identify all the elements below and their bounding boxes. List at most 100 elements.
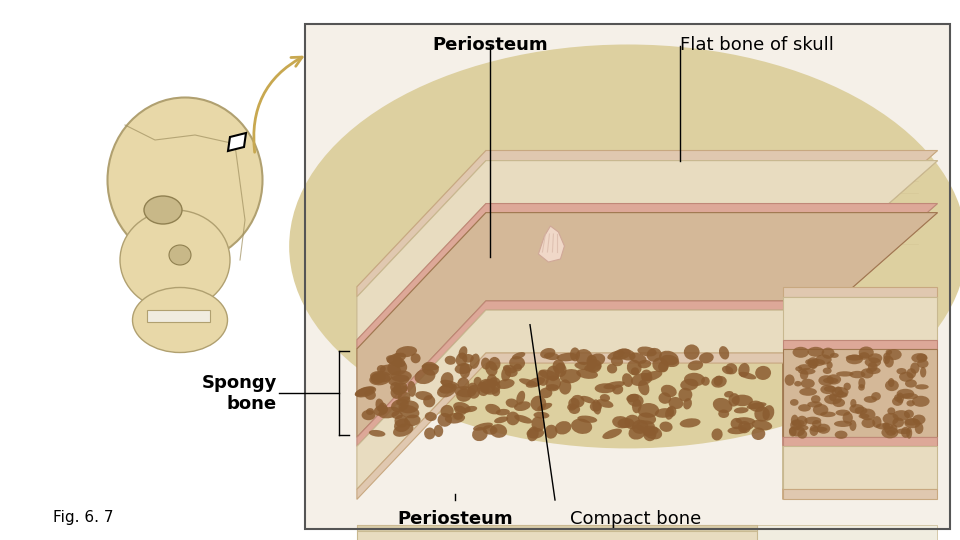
Ellipse shape (604, 381, 625, 389)
Ellipse shape (858, 352, 870, 360)
Ellipse shape (812, 420, 822, 428)
Ellipse shape (544, 425, 558, 438)
Ellipse shape (369, 430, 385, 437)
Ellipse shape (738, 421, 751, 433)
Ellipse shape (890, 424, 898, 434)
Ellipse shape (917, 359, 928, 368)
Ellipse shape (684, 345, 700, 360)
Ellipse shape (144, 196, 182, 224)
Ellipse shape (807, 357, 819, 368)
Ellipse shape (557, 353, 578, 361)
Ellipse shape (404, 415, 420, 426)
Ellipse shape (665, 407, 674, 420)
Ellipse shape (378, 402, 388, 414)
Ellipse shape (571, 395, 585, 408)
Polygon shape (782, 489, 938, 500)
Ellipse shape (637, 403, 660, 418)
Ellipse shape (631, 373, 653, 386)
Ellipse shape (920, 367, 926, 377)
Ellipse shape (823, 377, 838, 383)
Ellipse shape (506, 399, 518, 408)
Ellipse shape (397, 392, 411, 402)
Ellipse shape (169, 245, 191, 265)
Ellipse shape (289, 44, 960, 448)
Ellipse shape (602, 429, 622, 439)
Ellipse shape (537, 370, 549, 386)
Polygon shape (782, 340, 938, 349)
Ellipse shape (645, 427, 659, 436)
Ellipse shape (624, 415, 640, 429)
Ellipse shape (555, 363, 566, 377)
Ellipse shape (570, 347, 580, 361)
Polygon shape (782, 297, 938, 340)
Ellipse shape (638, 380, 649, 395)
Ellipse shape (643, 428, 657, 441)
Ellipse shape (456, 353, 468, 366)
Ellipse shape (904, 418, 921, 428)
Ellipse shape (629, 425, 646, 440)
Ellipse shape (660, 385, 677, 397)
Ellipse shape (807, 401, 822, 408)
Ellipse shape (836, 392, 848, 398)
Ellipse shape (817, 424, 830, 434)
Ellipse shape (660, 355, 680, 367)
Ellipse shape (473, 423, 492, 431)
Polygon shape (782, 287, 938, 297)
Ellipse shape (386, 355, 406, 367)
Ellipse shape (545, 375, 561, 390)
Ellipse shape (472, 427, 488, 441)
Ellipse shape (559, 380, 571, 395)
Ellipse shape (492, 387, 500, 396)
Ellipse shape (713, 398, 732, 413)
Ellipse shape (391, 370, 412, 382)
Ellipse shape (827, 361, 832, 369)
Ellipse shape (538, 403, 552, 410)
Ellipse shape (658, 361, 668, 373)
Polygon shape (228, 133, 246, 151)
Ellipse shape (527, 427, 539, 441)
Ellipse shape (795, 425, 808, 431)
Ellipse shape (423, 395, 435, 407)
Ellipse shape (622, 373, 633, 387)
Ellipse shape (882, 413, 899, 425)
Ellipse shape (732, 395, 753, 406)
Polygon shape (357, 204, 938, 349)
Ellipse shape (540, 388, 552, 398)
Ellipse shape (866, 367, 880, 374)
Ellipse shape (868, 353, 882, 363)
Ellipse shape (850, 404, 864, 414)
Ellipse shape (822, 348, 834, 359)
Ellipse shape (885, 349, 892, 355)
Ellipse shape (805, 359, 812, 364)
Ellipse shape (396, 396, 410, 406)
Ellipse shape (441, 405, 454, 417)
Ellipse shape (584, 363, 602, 372)
Polygon shape (357, 310, 938, 489)
Ellipse shape (871, 392, 881, 401)
Ellipse shape (391, 399, 409, 412)
Ellipse shape (834, 421, 852, 427)
Ellipse shape (752, 428, 765, 440)
Ellipse shape (818, 375, 834, 386)
Ellipse shape (629, 353, 647, 364)
Ellipse shape (638, 413, 656, 424)
Ellipse shape (588, 353, 605, 367)
Ellipse shape (835, 409, 851, 416)
Ellipse shape (632, 420, 648, 434)
Ellipse shape (910, 362, 920, 374)
Polygon shape (539, 226, 564, 262)
Ellipse shape (526, 377, 545, 388)
Ellipse shape (581, 396, 595, 403)
Ellipse shape (477, 382, 489, 396)
Ellipse shape (612, 348, 631, 360)
Ellipse shape (503, 364, 516, 373)
Polygon shape (782, 349, 938, 437)
Ellipse shape (701, 377, 709, 386)
Ellipse shape (793, 347, 809, 358)
Ellipse shape (861, 368, 874, 379)
Ellipse shape (804, 417, 821, 424)
Ellipse shape (797, 416, 807, 427)
Ellipse shape (881, 427, 899, 438)
Ellipse shape (900, 372, 914, 382)
Ellipse shape (809, 425, 819, 436)
